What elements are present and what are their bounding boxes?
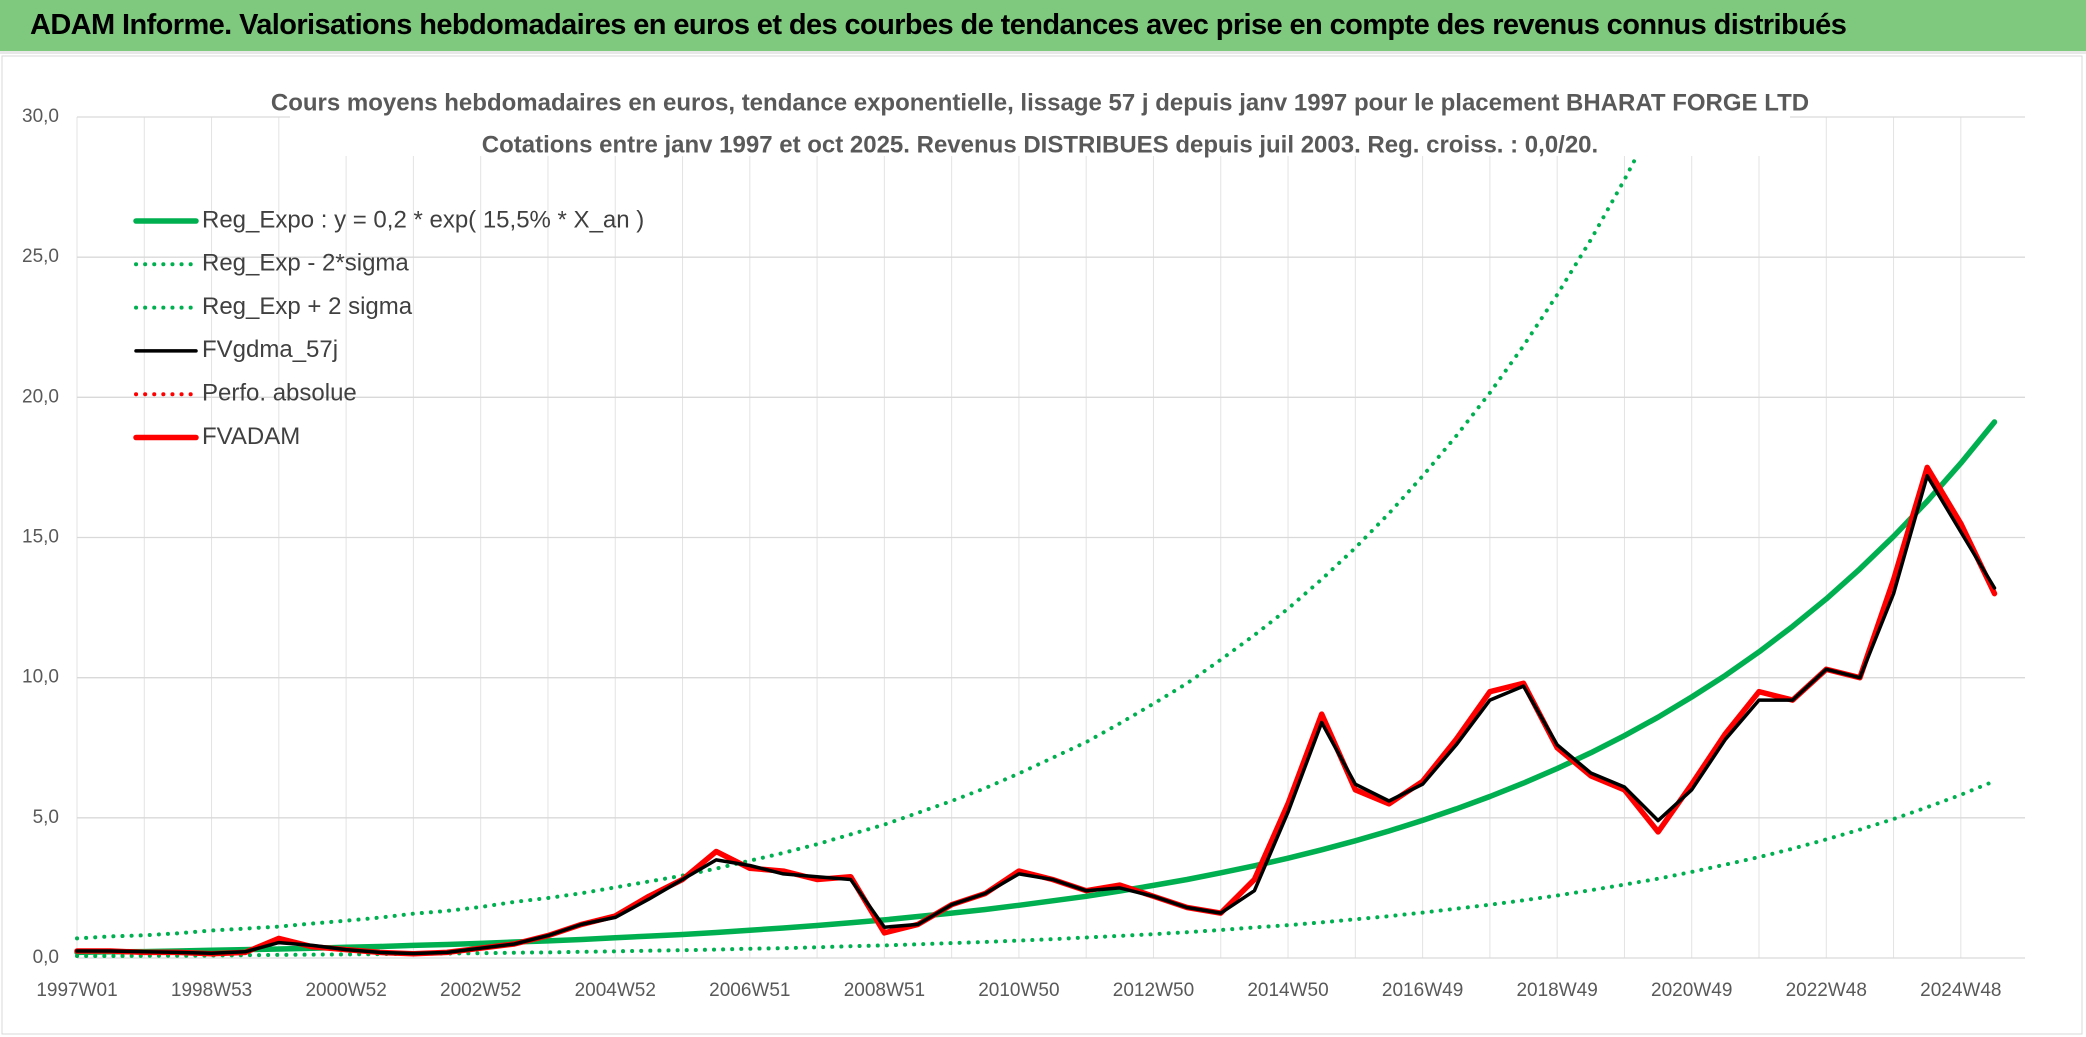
- y-tick-label: 0,0: [33, 947, 59, 968]
- series-line: [75, 474, 1997, 956]
- chart: 1997W01 1998W53 2000W52 2002W52 2004W52 2006W…: [1, 55, 2083, 1035]
- chart-subtitle: Cotations entre janv 1997 et oct 2025. R…: [482, 131, 1598, 158]
- series-line: [74, 419, 1998, 956]
- title-backdrop: [290, 82, 1790, 156]
- x-tick-label: 2022W48: [1786, 980, 1867, 1001]
- y-tick-label: 5,0: [33, 807, 59, 828]
- series-line: [74, 464, 1998, 957]
- y-tick-label: 20,0: [22, 386, 59, 407]
- x-tick-label: 1998W53: [171, 980, 252, 1001]
- chart-title: Cours moyens hebdomadaires en euros, ten…: [271, 89, 1809, 116]
- header-title: ADAM Informe. Valorisations hebdomadaire…: [30, 9, 1847, 41]
- x-tick-label: 2004W52: [575, 980, 656, 1001]
- y-tick-label: 30,0: [22, 106, 59, 127]
- series-line: [75, 779, 1997, 958]
- x-tick-label: 2024W48: [1920, 980, 2001, 1001]
- x-tick-label: 2012W50: [1113, 980, 1194, 1001]
- legend-label: FVADAM: [202, 423, 300, 450]
- x-tick-label: 2000W52: [305, 980, 386, 1001]
- series-line: [75, 465, 1997, 956]
- x-tick-label: 2014W50: [1247, 980, 1328, 1001]
- y-tick-label: 10,0: [22, 667, 59, 688]
- x-tick-label: 1997W01: [36, 980, 117, 1001]
- x-tick-label: 2002W52: [440, 980, 521, 1001]
- y-tick-label: 25,0: [22, 246, 59, 267]
- y-tick-label: 15,0: [22, 527, 59, 548]
- x-tick-label: 2016W49: [1382, 980, 1463, 1001]
- x-tick-label: 2018W49: [1516, 980, 1597, 1001]
- legend-label: Reg_Expo : y = 0,2 * exp( 15,5% * X_an ): [202, 206, 644, 233]
- legend-label: Reg_Exp - 2*sigma: [202, 250, 409, 277]
- x-tick-label: 2020W49: [1651, 980, 1732, 1001]
- chart-border: [1, 55, 2083, 1035]
- series-line: [75, 117, 1660, 941]
- legend-label: FVgdma_57j: [202, 336, 338, 363]
- header-bar: ADAM Informe. Valorisations hebdomadaire…: [0, 0, 2086, 54]
- x-tick-label: 2008W51: [844, 980, 925, 1001]
- legend-label: Perfo. absolue: [202, 380, 357, 407]
- x-tick-label: 2010W50: [978, 980, 1059, 1001]
- x-tick-label: 2006W51: [709, 980, 790, 1001]
- legend-label: Reg_Exp + 2 sigma: [202, 293, 413, 320]
